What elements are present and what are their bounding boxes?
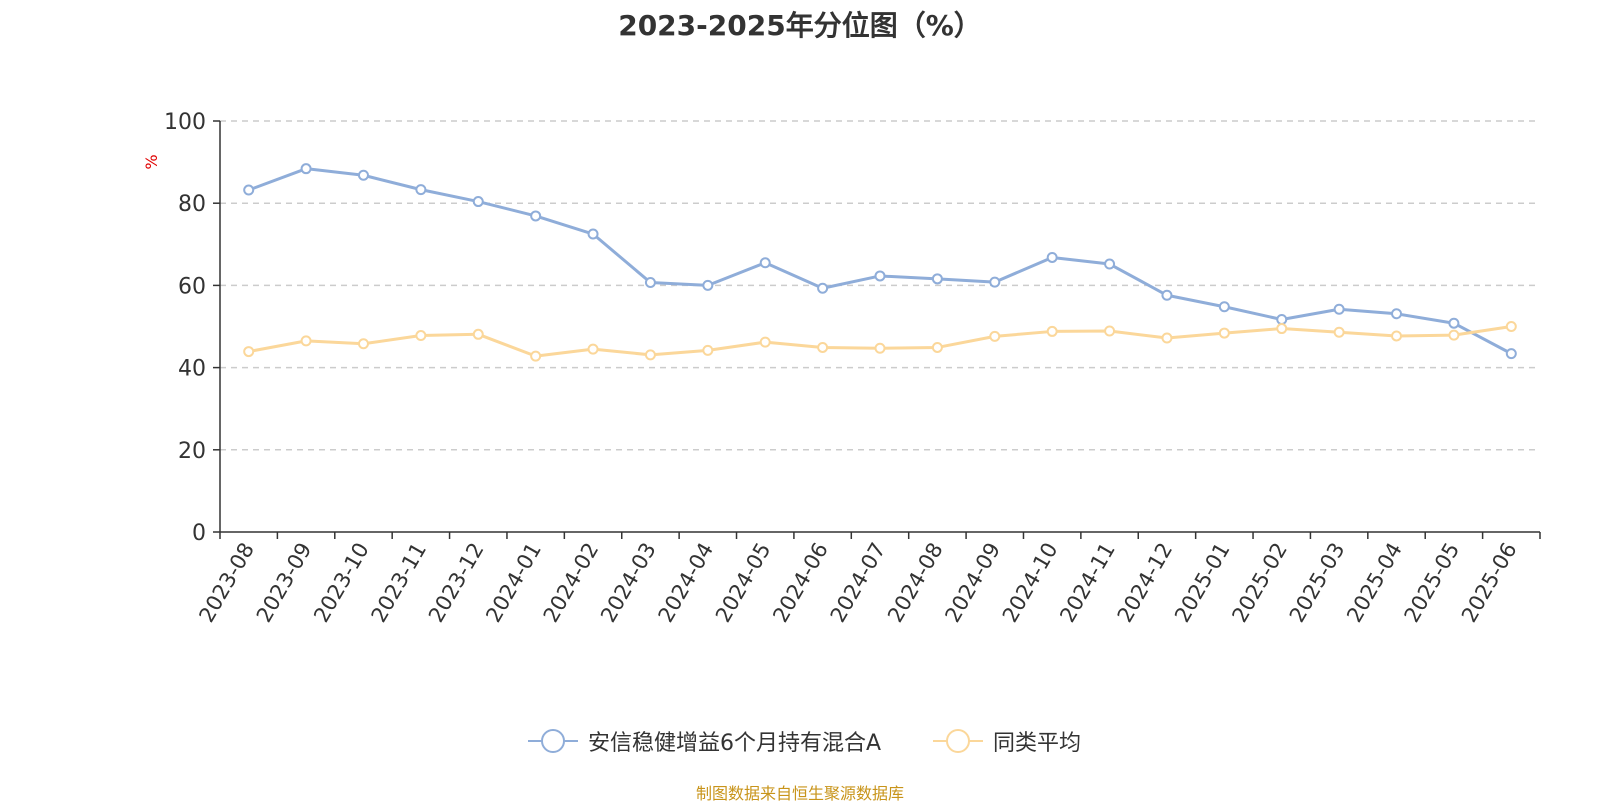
series-2-point[interactable] (243, 346, 255, 358)
x-tick-label: 2025-04 (1342, 539, 1407, 627)
legend-item-series-2[interactable]: 同类平均 (933, 724, 1081, 758)
series-2-point[interactable] (1505, 321, 1517, 332)
series-1-point[interactable] (702, 279, 714, 291)
chart-title: 2023-2025年分位图（%） (618, 9, 982, 42)
series-2-point[interactable] (587, 343, 599, 355)
series-2-point[interactable] (644, 349, 656, 361)
x-tick-label: 2025-05 (1400, 539, 1465, 627)
x-tick-label: 2025-02 (1227, 539, 1292, 627)
series-2-point[interactable] (1161, 332, 1173, 344)
series-1-point[interactable] (357, 169, 369, 181)
series-2-point[interactable] (1391, 330, 1403, 342)
x-tick-label: 2024-09 (940, 539, 1005, 627)
series-1-point[interactable] (989, 276, 1001, 288)
x-tick-label: 2024-10 (998, 539, 1063, 627)
series-2-point[interactable] (1448, 329, 1460, 341)
series-1-line (248, 167, 1513, 355)
series-2-point[interactable] (874, 342, 886, 354)
series-1-point[interactable] (1448, 317, 1460, 329)
series-1-point[interactable] (587, 228, 599, 240)
x-tick-label: 2024-07 (826, 539, 891, 627)
series-2-point[interactable] (1046, 325, 1058, 337)
series-2-point[interactable] (300, 335, 312, 347)
x-tick-label: 2024-05 (711, 539, 776, 627)
series-1-point[interactable] (300, 163, 312, 175)
series-1-point[interactable] (415, 184, 427, 196)
legend-marker-series-1 (528, 729, 578, 753)
series-2-point[interactable] (817, 341, 829, 353)
y-tick-label: 20 (178, 439, 206, 464)
series-2-point[interactable] (1333, 326, 1345, 338)
legend-label-series-1: 安信稳健增益6个月持有混合A (588, 731, 882, 756)
series-2-point[interactable] (1218, 327, 1230, 339)
series-1-point[interactable] (1333, 303, 1345, 315)
x-tick-label: 2025-03 (1285, 539, 1350, 627)
y-tick-label: 0 (192, 521, 206, 546)
series-1-point[interactable] (874, 270, 886, 282)
x-tick-label: 2023-12 (424, 539, 489, 627)
x-tick-label: 2024-04 (653, 539, 718, 627)
series-1-point[interactable] (1161, 289, 1173, 301)
x-tick-label: 2024-06 (768, 539, 833, 627)
x-tick-label: 2025-06 (1457, 539, 1522, 627)
series-2-point[interactable] (989, 330, 1001, 342)
series-1-point[interactable] (931, 273, 943, 285)
y-axis-label: % (142, 154, 161, 169)
legend-item-series-1[interactable]: 安信稳健增益6个月持有混合A (528, 724, 881, 758)
x-tick-label: 2023-11 (367, 539, 432, 627)
x-tick-label: 2024-03 (596, 539, 661, 627)
series-1-point[interactable] (1218, 301, 1230, 313)
series-1-point[interactable] (759, 257, 771, 269)
series-1-point[interactable] (530, 210, 542, 222)
series-1-point[interactable] (1046, 251, 1058, 263)
source-note: 制图数据来自恒生聚源数据库 (695, 784, 904, 803)
y-tick-label: 80 (178, 192, 206, 217)
y-tick-label: 100 (164, 110, 206, 135)
series-2-point[interactable] (530, 350, 542, 362)
x-tick-label: 2023-09 (252, 539, 317, 627)
series-1-point[interactable] (1104, 258, 1116, 270)
x-tick-label: 2025-01 (1170, 539, 1235, 627)
series-2-point[interactable] (472, 328, 484, 340)
x-tick-label: 2024-08 (883, 539, 948, 627)
x-tick-label: 2024-12 (1113, 539, 1178, 627)
x-tick-label: 2024-11 (1055, 539, 1120, 627)
series-1-point[interactable] (644, 277, 656, 289)
x-tick-label: 2024-02 (539, 539, 604, 627)
series-2-point[interactable] (702, 344, 714, 356)
series-1-point[interactable] (1391, 308, 1403, 320)
series-1-point[interactable] (1505, 348, 1517, 360)
series (243, 163, 1517, 362)
series-2-point[interactable] (931, 341, 943, 353)
series-2-point[interactable] (415, 330, 427, 342)
series-2 (243, 321, 1517, 362)
x-tick-label: 2024-01 (481, 539, 546, 627)
legend-marker-series-2 (933, 729, 983, 753)
series-2-point[interactable] (1276, 323, 1288, 335)
series-1 (243, 163, 1517, 360)
y-tick-label: 40 (178, 357, 206, 382)
series-2-point[interactable] (759, 336, 771, 348)
series-1-point[interactable] (817, 282, 829, 294)
series-1-point[interactable] (472, 196, 484, 208)
x-tick-label: 2023-08 (194, 539, 259, 627)
legend-label-series-2: 同类平均 (993, 731, 1082, 756)
series-1-point[interactable] (1276, 314, 1288, 326)
grid-lines (220, 120, 1540, 451)
series-1-point[interactable] (243, 184, 255, 196)
series-2-point[interactable] (357, 338, 369, 350)
series-2-point[interactable] (1104, 325, 1116, 337)
y-tick-label: 60 (178, 274, 206, 299)
x-tick-label: 2023-10 (309, 539, 374, 627)
